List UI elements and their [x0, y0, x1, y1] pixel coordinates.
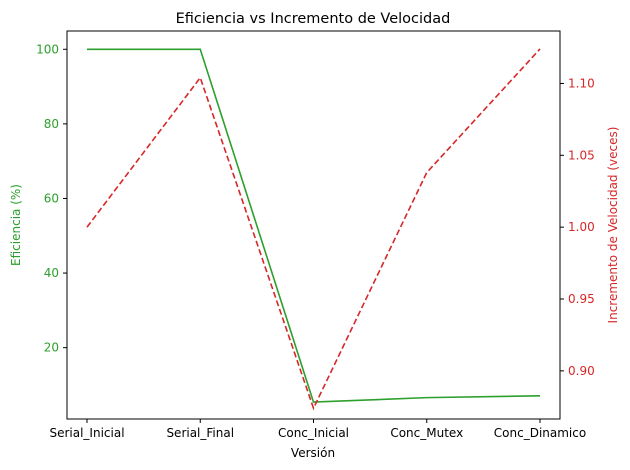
- y-left-tick-label: 20: [44, 341, 59, 355]
- y-right-tick-label: 1.05: [568, 148, 595, 162]
- y-left-tick-label: 100: [36, 42, 59, 56]
- plot-area: Serial_Inicial Serial_Final Conc_Inicial Co…: [36, 42, 595, 440]
- y-right-tick-label: 0.90: [568, 364, 595, 378]
- y-right-tick-label: 1.10: [568, 76, 595, 90]
- y-right-axis-label: Incremento de Velocidad (veces): [606, 127, 620, 324]
- y-left-tick-label: 40: [44, 266, 59, 280]
- x-tick-label: Conc_Dinamico: [494, 426, 586, 440]
- plot-frame: [66, 30, 561, 420]
- x-tick-label: Serial_Final: [166, 426, 234, 440]
- y-left-tick-label: 80: [44, 117, 59, 131]
- incremento-series-line: [86, 48, 541, 411]
- y-right-tick-label: 0.95: [568, 292, 595, 306]
- y-left-tick-label: 60: [44, 191, 59, 205]
- y-left-axis-label: Eficiencia (%): [9, 184, 23, 266]
- y-right-tick-label: 1.00: [568, 220, 595, 234]
- eficiencia-series-line: [87, 48, 541, 403]
- x-tick-label: Conc_Mutex: [390, 426, 463, 440]
- chart-title: Eficiencia vs Incremento de Velocidad: [176, 11, 451, 27]
- x-tick-label: Serial_Inicial: [49, 426, 124, 440]
- x-axis-label: Versión: [291, 446, 335, 460]
- x-tick-label: Conc_Inicial: [278, 426, 349, 440]
